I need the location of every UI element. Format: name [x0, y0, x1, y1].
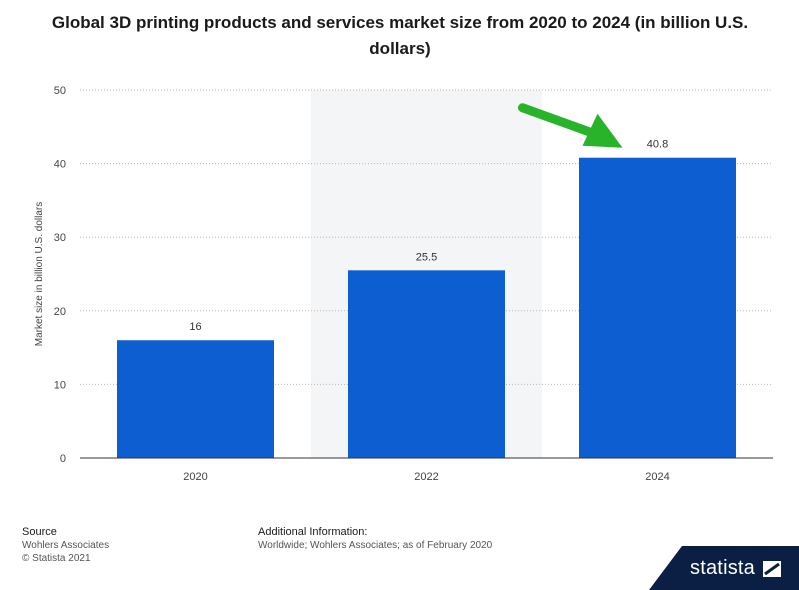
- copyright: © Statista 2021: [22, 553, 91, 564]
- y-tick-label: 50: [54, 85, 66, 97]
- statista-logo-icon: [763, 561, 781, 577]
- data-label: 16: [189, 321, 201, 333]
- y-tick-label: 10: [54, 379, 66, 391]
- annotation-arrow: [518, 103, 623, 148]
- x-tick-label: 2022: [414, 471, 438, 483]
- y-tick-label: 30: [54, 232, 66, 244]
- y-axis-label: Market size in billion U.S. dollars: [34, 202, 45, 347]
- y-tick-label: 20: [54, 306, 66, 318]
- annotation-arrow-head: [582, 113, 623, 148]
- source-heading: Source: [22, 526, 57, 538]
- x-tick-label: 2024: [645, 471, 669, 483]
- data-label: 25.5: [416, 251, 437, 263]
- statista-logo-text[interactable]: statista: [690, 557, 755, 579]
- bar: [579, 157, 736, 458]
- bar-chart: 0 10 20 30 40 50 Market size in billion U.S. d…: [34, 85, 773, 483]
- annotation-arrow-shaft: [518, 103, 599, 139]
- bar: [117, 340, 274, 458]
- source-block: Source Wohlers Associates © Statista 202…: [22, 526, 109, 565]
- additional-info-heading: Additional Information:: [258, 526, 368, 538]
- y-tick-label: 0: [60, 453, 66, 465]
- source-name[interactable]: Wohlers Associates: [22, 540, 110, 551]
- x-tick-label: 2020: [183, 471, 207, 483]
- data-label: 40.8: [647, 139, 668, 151]
- bar: [348, 270, 505, 458]
- y-tick-label: 40: [54, 159, 66, 171]
- additional-info-text: Worldwide; Wohlers Associates; as of Feb…: [258, 540, 493, 551]
- additional-info-block: Additional Information: Worldwide; Wohle…: [258, 526, 492, 552]
- chart-title: Global 3D printing products and services…: [51, 13, 749, 58]
